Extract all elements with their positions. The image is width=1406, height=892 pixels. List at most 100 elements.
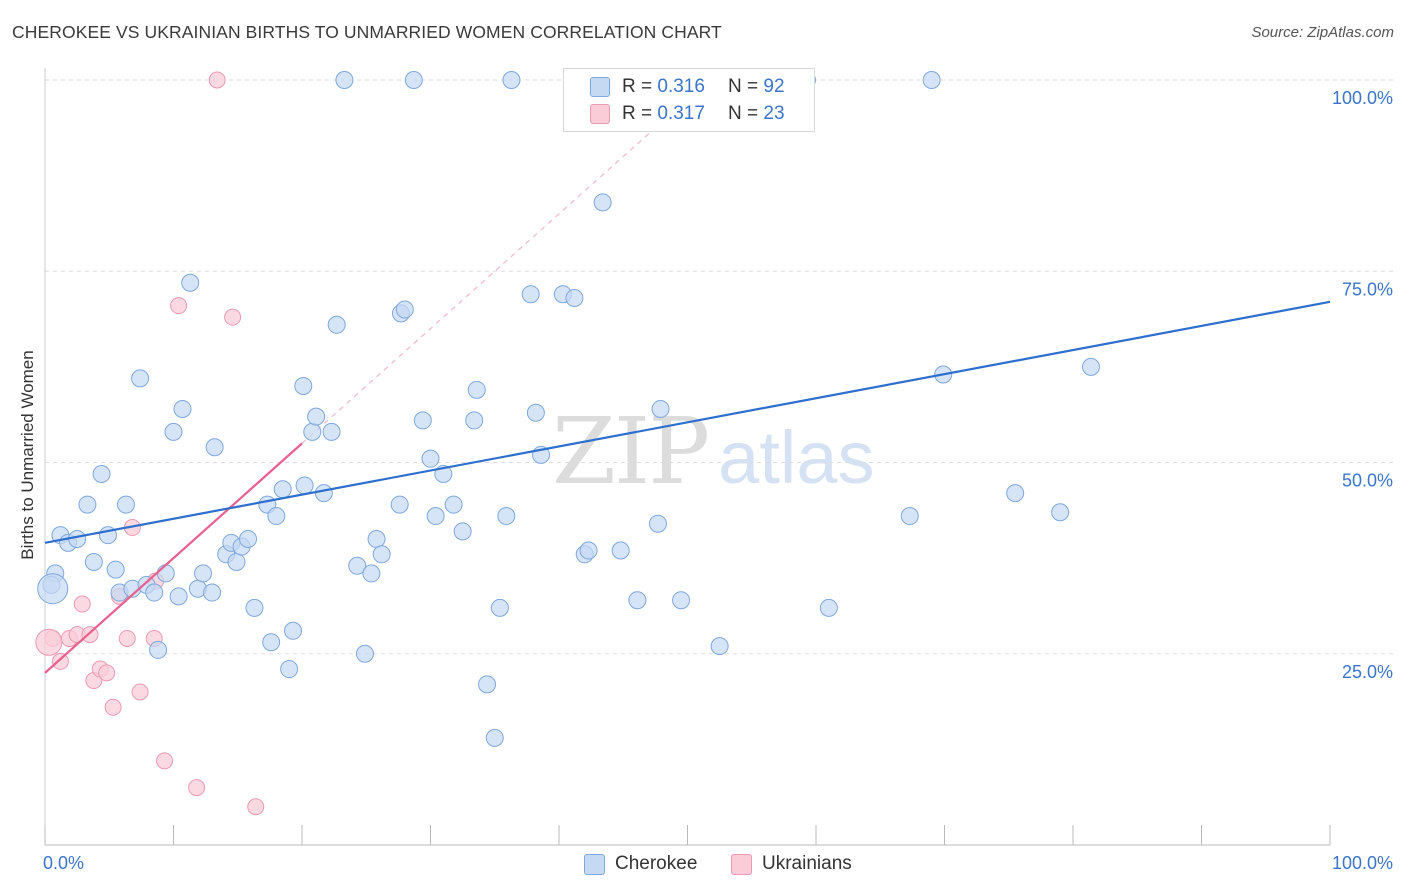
cherokee-point — [78, 495, 97, 514]
cherokee-point — [579, 541, 598, 560]
watermark-atlas: atlas — [718, 416, 875, 499]
ukrainian-points — [35, 71, 265, 816]
cherokee-trend-line — [44, 300, 1331, 544]
ukrainian-n-label: N = — [728, 103, 764, 124]
ukrainian-point — [118, 629, 136, 647]
cherokee-point — [444, 495, 463, 514]
cherokee-swatch — [590, 77, 610, 97]
cherokee-point — [465, 411, 484, 430]
cherokee-point — [295, 476, 314, 495]
cherokee-point — [164, 422, 183, 441]
cherokee-point — [362, 564, 381, 583]
y-axis-label: Births to Unmarried Women — [18, 350, 37, 560]
cherokee-point — [922, 71, 941, 89]
chart-title: CHEROKEE VS UKRAINIAN BIRTHS TO UNMARRIE… — [12, 22, 722, 42]
cherokee-point — [169, 587, 188, 606]
ukrainian-n-value: 23 — [763, 103, 785, 124]
cherokee-point — [502, 71, 521, 89]
cherokee-point — [84, 552, 103, 571]
cherokee-point — [565, 289, 584, 308]
cherokee-point — [651, 399, 670, 418]
ukrainian-legend-swatch — [731, 854, 752, 875]
cherokee-point — [173, 399, 192, 418]
cherokee-point — [485, 728, 504, 747]
trend-lines — [301, 133, 650, 444]
cherokee-point — [145, 583, 164, 602]
ukrainian-legend-label: Ukrainians — [762, 853, 852, 874]
cherokee-point — [404, 71, 423, 89]
cherokee-point — [181, 273, 200, 292]
y-tick-label-100: 100.0% — [1332, 88, 1393, 108]
ukrainian-point — [98, 664, 116, 682]
ukrainian-point — [170, 297, 188, 315]
ukrainian-trend-extension — [301, 133, 650, 444]
cherokee-n-value: 92 — [763, 76, 785, 97]
cherokee-point — [372, 545, 391, 564]
ukrainian-point — [188, 779, 206, 797]
cherokee-point — [116, 495, 135, 514]
cherokee-r-label: R = — [622, 76, 658, 97]
tick-labels: 25.0% 50.0% 75.0% 100.0% 0.0% 100.0% — [43, 88, 1393, 873]
cherokee-point — [348, 556, 367, 575]
cherokee-point — [628, 591, 647, 610]
cherokee-point — [710, 637, 729, 656]
cherokee-point — [245, 598, 264, 617]
cherokee-point — [273, 480, 292, 499]
cherokee-point — [203, 583, 222, 602]
cherokee-point — [1081, 357, 1100, 376]
ukrainian-trend-line — [44, 442, 303, 674]
grid-lines — [45, 79, 1393, 655]
cherokee-point — [37, 573, 69, 605]
cherokee-point — [307, 407, 326, 426]
cherokee-point — [314, 484, 333, 503]
cherokee-point — [106, 560, 125, 579]
cherokee-point — [303, 422, 322, 441]
ukrainian-point — [51, 652, 69, 670]
watermark: ZIP atlas — [552, 398, 874, 505]
ukrainian-point — [73, 595, 91, 613]
cherokee-point — [156, 564, 175, 583]
axes — [44, 68, 1331, 846]
cherokee-point — [327, 315, 346, 334]
cherokee-point — [294, 377, 313, 395]
cherokee-point — [490, 598, 509, 617]
cherokee-n-label: N = — [728, 76, 764, 97]
cherokee-point — [395, 300, 414, 319]
cherokee-point — [526, 403, 545, 422]
y-tick-label-75: 75.0% — [1342, 279, 1393, 299]
source-credit: Source: ZipAtlas.com — [1251, 24, 1394, 41]
cherokee-point — [367, 530, 386, 548]
cherokee-point — [611, 541, 630, 560]
cherokee-point — [497, 507, 516, 526]
cherokee-point — [205, 438, 224, 457]
cherokee-point — [355, 644, 374, 663]
cherokee-point — [413, 411, 432, 430]
ukrainian-r-value: 0.317 — [657, 103, 705, 124]
cherokee-point — [1051, 503, 1070, 522]
y-tick-label-50: 50.0% — [1342, 471, 1393, 491]
ukrainian-point — [247, 798, 265, 816]
cherokee-r-value: 0.316 — [657, 76, 705, 97]
cherokee-points — [37, 71, 1331, 747]
cherokee-legend-label: Cherokee — [615, 853, 698, 874]
correlation-legend: R = 0.316 N = 92 R = 0.317 N = 23 — [563, 68, 815, 132]
x-tick-label-min: 0.0% — [43, 853, 84, 873]
cherokee-point — [322, 422, 341, 441]
cherokee-legend-swatch — [584, 854, 605, 875]
cherokee-point — [335, 71, 354, 89]
cherokee-point — [421, 449, 440, 468]
cherokee-point — [262, 633, 281, 652]
cherokee-point — [426, 507, 445, 526]
ukrainian-point — [131, 683, 149, 701]
cherokee-point — [593, 193, 612, 212]
cherokee-point — [284, 621, 303, 640]
cherokee-point — [478, 675, 497, 694]
ukrainian-point — [224, 308, 242, 326]
cherokee-point — [672, 591, 691, 610]
cherokee-point — [131, 369, 150, 388]
ukrainian-point — [208, 71, 226, 89]
ukrainian-r-label: R = — [622, 103, 658, 124]
ukrainian-point — [104, 698, 122, 716]
watermark-zip: ZIP — [552, 398, 710, 505]
